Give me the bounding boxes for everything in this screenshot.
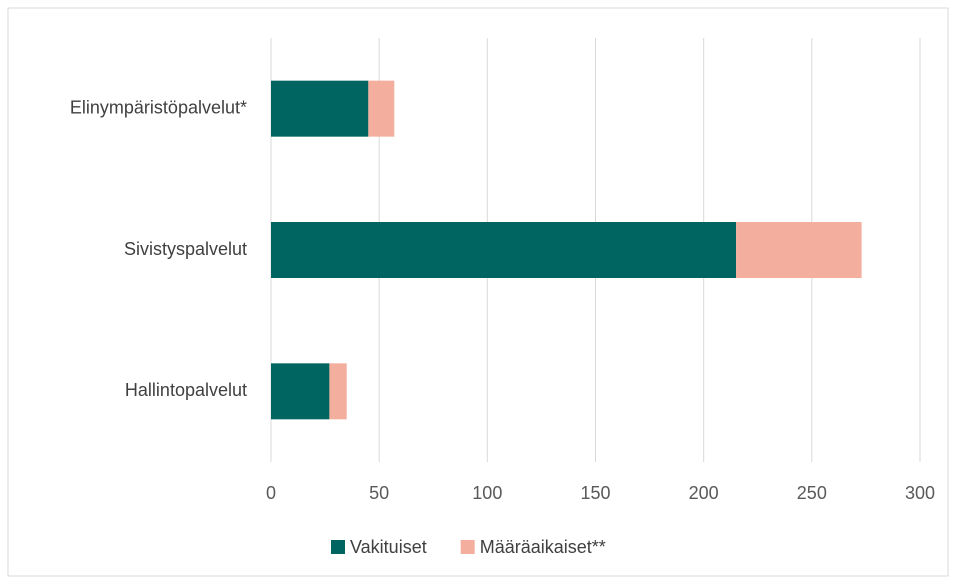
- y-tick-label: Hallintopalvelut: [125, 380, 247, 400]
- bar: [368, 80, 395, 137]
- x-tick-label: 250: [797, 483, 827, 503]
- chart-border: [7, 7, 949, 577]
- x-tick-label: 300: [905, 483, 935, 503]
- y-tick-label: Elinympäristöpalvelut*: [70, 97, 247, 117]
- legend-label: Määräaikaiset**: [480, 537, 606, 557]
- bar: [271, 222, 737, 278]
- bar: [271, 363, 330, 420]
- bar: [271, 80, 369, 137]
- x-tick-label: 150: [580, 483, 610, 503]
- x-tick-label: 50: [369, 483, 389, 503]
- legend-swatch: [460, 540, 475, 554]
- y-tick-label: Sivistyspalvelut: [124, 239, 247, 259]
- legend-swatch: [331, 540, 345, 554]
- bar: [329, 363, 347, 420]
- legend-label: Vakituiset: [350, 537, 427, 557]
- x-tick-label: 0: [266, 483, 276, 503]
- x-tick-label: 200: [689, 483, 719, 503]
- x-tick-label: 100: [472, 483, 502, 503]
- bar: [736, 222, 862, 278]
